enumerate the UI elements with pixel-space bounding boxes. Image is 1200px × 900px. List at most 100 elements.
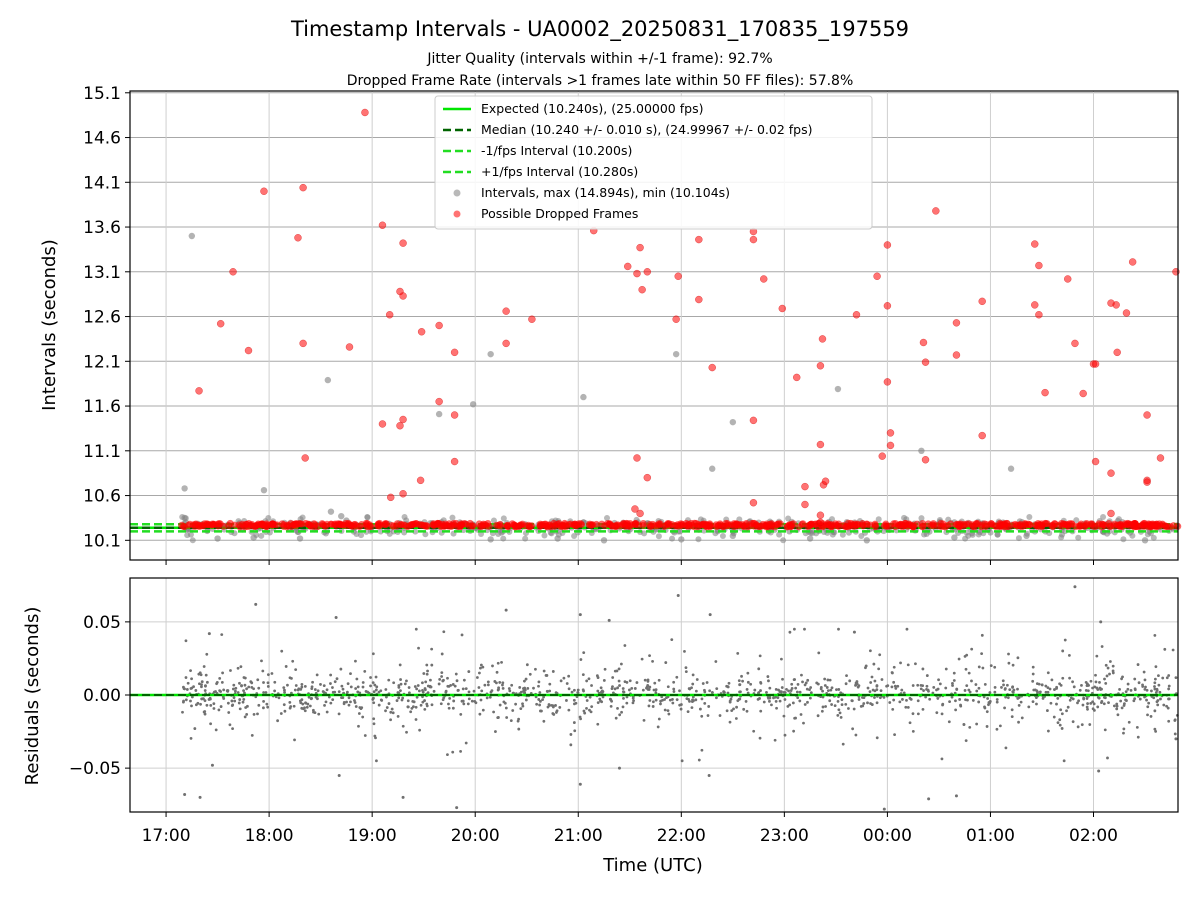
residual-point bbox=[277, 696, 281, 700]
residual-point bbox=[1102, 702, 1106, 706]
residual-point bbox=[729, 697, 733, 701]
residual-point bbox=[1120, 677, 1123, 681]
residual-point bbox=[906, 705, 910, 709]
residual-point bbox=[301, 702, 305, 706]
residual-point bbox=[481, 665, 485, 669]
dropped-frame-point bbox=[337, 520, 345, 528]
dropped-frame-point bbox=[450, 348, 459, 357]
residual-point bbox=[538, 703, 541, 707]
residual-point bbox=[397, 696, 401, 700]
residual-point bbox=[538, 691, 542, 694]
interval-point bbox=[829, 531, 836, 538]
residual-point bbox=[425, 663, 429, 667]
residual-point bbox=[1066, 705, 1070, 709]
dropped-frame-point bbox=[778, 304, 787, 313]
residual-point bbox=[535, 702, 539, 706]
dropped-frame-point bbox=[643, 268, 652, 276]
dropped-frame-point bbox=[762, 523, 770, 531]
interval-point bbox=[655, 533, 662, 540]
residual-point bbox=[995, 700, 999, 704]
dropped-frame-point bbox=[1166, 523, 1174, 531]
interval-point bbox=[785, 515, 792, 522]
residual-point bbox=[954, 794, 958, 798]
residual-point bbox=[202, 710, 206, 714]
residual-point bbox=[200, 680, 204, 684]
residual-point bbox=[204, 673, 208, 677]
residual-point bbox=[841, 742, 845, 746]
dropped-frame-point bbox=[577, 520, 585, 528]
residual-point bbox=[872, 662, 876, 666]
residual-point bbox=[706, 714, 710, 717]
residual-point bbox=[219, 690, 223, 693]
x-tick-label: 00:00 bbox=[863, 826, 912, 846]
dropped-frame-point bbox=[435, 321, 443, 330]
residual-point bbox=[890, 685, 894, 689]
residual-point bbox=[790, 687, 794, 690]
residual-point bbox=[893, 733, 896, 737]
dropped-frame-point bbox=[792, 373, 801, 382]
residual-point bbox=[919, 687, 923, 691]
dropped-frame-point bbox=[978, 431, 986, 440]
residual-point bbox=[1167, 719, 1171, 723]
residual-point bbox=[753, 688, 757, 692]
residual-point bbox=[190, 704, 193, 708]
residual-point bbox=[1127, 720, 1131, 724]
interval-point bbox=[1007, 465, 1015, 472]
top-y-tick-label: 11.1 bbox=[83, 442, 121, 462]
interval-point bbox=[401, 514, 408, 521]
dropped-frame-point bbox=[801, 482, 809, 491]
residual-point bbox=[1017, 703, 1021, 707]
residual-point bbox=[329, 682, 332, 685]
residual-point bbox=[241, 700, 245, 704]
residual-point bbox=[1058, 682, 1062, 686]
residual-point bbox=[966, 698, 969, 702]
residual-point bbox=[798, 690, 802, 694]
residual-point bbox=[423, 707, 427, 711]
dropped-frame-point bbox=[771, 523, 779, 531]
interval-point bbox=[677, 528, 684, 535]
residual-point bbox=[1153, 727, 1157, 731]
dropped-frame-point bbox=[443, 521, 451, 529]
residual-point bbox=[793, 716, 797, 720]
interval-point bbox=[729, 532, 737, 540]
residual-point bbox=[837, 708, 841, 712]
residual-point bbox=[752, 729, 756, 733]
residual-point bbox=[1097, 696, 1101, 700]
residual-point bbox=[875, 736, 879, 740]
residual-point bbox=[342, 702, 346, 706]
dropped-frame-point bbox=[978, 297, 986, 306]
residual-point bbox=[901, 698, 904, 701]
residual-point bbox=[618, 684, 621, 687]
dropped-frame-point bbox=[695, 295, 703, 304]
residual-point bbox=[369, 676, 372, 679]
dropped-frame-point bbox=[816, 518, 825, 527]
residual-point bbox=[505, 716, 509, 719]
residual-point bbox=[840, 703, 844, 707]
residual-point bbox=[291, 659, 295, 663]
x-tick-label: 22:00 bbox=[657, 826, 706, 846]
residual-point bbox=[198, 682, 201, 686]
dropped-frame-point bbox=[299, 339, 307, 348]
residual-point bbox=[1076, 725, 1080, 729]
residual-point bbox=[200, 685, 203, 689]
residual-point bbox=[983, 706, 987, 710]
residual-point bbox=[1135, 725, 1139, 729]
residual-point bbox=[663, 708, 667, 712]
residual-point bbox=[701, 682, 705, 685]
residual-point bbox=[1105, 674, 1109, 678]
residual-point bbox=[199, 702, 202, 706]
residual-point bbox=[466, 702, 470, 706]
residual-point bbox=[1104, 663, 1108, 667]
top-y-tick-label: 15.1 bbox=[83, 84, 121, 104]
residual-point bbox=[345, 700, 348, 704]
dropped-frame-point bbox=[634, 521, 642, 529]
dropped-frame-point bbox=[409, 520, 417, 528]
residual-point bbox=[726, 685, 730, 689]
dropped-frame-point bbox=[851, 521, 859, 529]
residual-point bbox=[354, 659, 357, 663]
residual-point bbox=[559, 679, 563, 683]
interval-point bbox=[500, 515, 507, 522]
residual-point bbox=[921, 667, 925, 671]
residual-point bbox=[461, 699, 465, 703]
residual-point bbox=[620, 710, 623, 714]
